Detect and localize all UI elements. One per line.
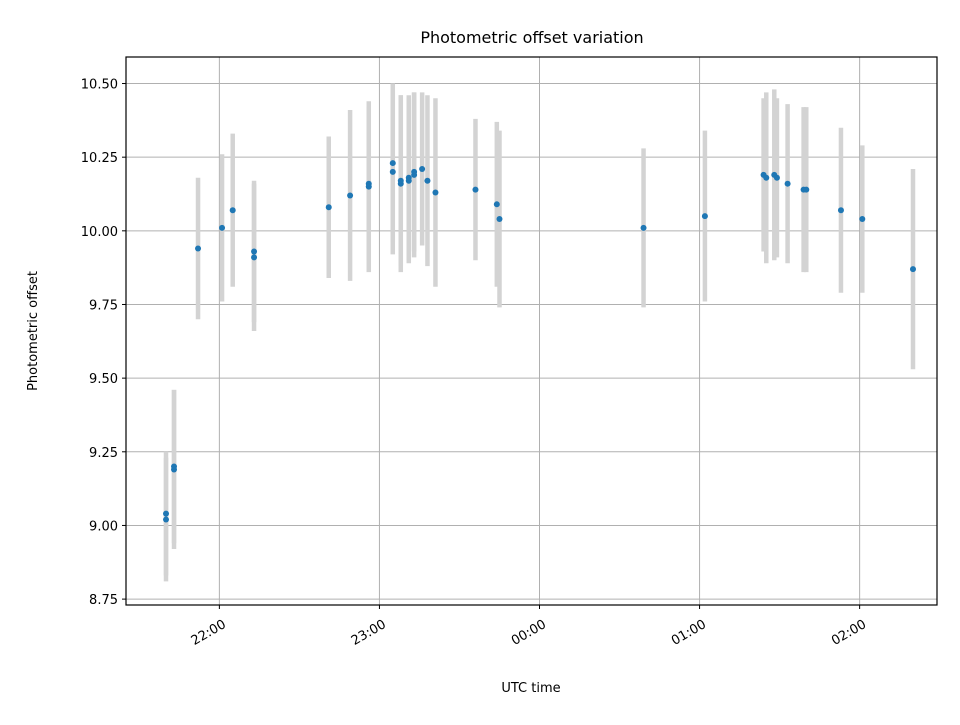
data-point (405, 177, 412, 184)
data-point (909, 266, 916, 273)
data-point (424, 177, 431, 184)
x-axis-label: UTC time (501, 681, 560, 696)
data-point (251, 248, 258, 255)
y-tick-label: 9.00 (89, 519, 118, 534)
data-point (837, 207, 844, 214)
data-point (365, 180, 372, 187)
y-tick-label: 8.75 (89, 593, 118, 608)
data-point (251, 254, 258, 261)
data-point (432, 189, 439, 196)
y-axis-ticks: 8.75 9.00 9.25 9.50 9.75 10.00 10.25 10.50 (81, 78, 126, 608)
y-tick-label: 10.25 (81, 151, 118, 166)
data-point (763, 174, 770, 181)
y-tick-label: 9.50 (89, 372, 118, 387)
y-axis-label: Photometric offset (26, 271, 41, 391)
y-tick-label: 10.50 (81, 78, 118, 93)
data-point (773, 174, 780, 181)
data-point (171, 463, 178, 470)
data-point (701, 213, 708, 220)
data-point (397, 177, 404, 184)
data-point (803, 186, 810, 193)
y-tick-label: 9.75 (89, 298, 118, 313)
data-point (347, 192, 354, 199)
data-point (163, 510, 170, 517)
data-point (640, 224, 647, 231)
data-point (195, 245, 202, 252)
data-point (859, 216, 866, 223)
plot-frame (125, 56, 938, 606)
data-point (389, 168, 396, 175)
y-tick-label: 9.25 (89, 446, 118, 461)
data-point (496, 216, 503, 223)
chart-title: Photometric offset variation (420, 28, 643, 47)
data-point (493, 201, 500, 208)
data-point (419, 165, 426, 172)
data-point (219, 224, 226, 231)
data-point (784, 180, 791, 187)
gridlines (126, 57, 937, 605)
data-point (229, 207, 236, 214)
data-point (389, 160, 396, 167)
data-points (163, 160, 916, 523)
y-tick-label: 10.00 (81, 225, 118, 240)
data-point (163, 516, 170, 523)
data-point (411, 168, 418, 175)
data-point (325, 204, 332, 211)
data-point (472, 186, 479, 193)
